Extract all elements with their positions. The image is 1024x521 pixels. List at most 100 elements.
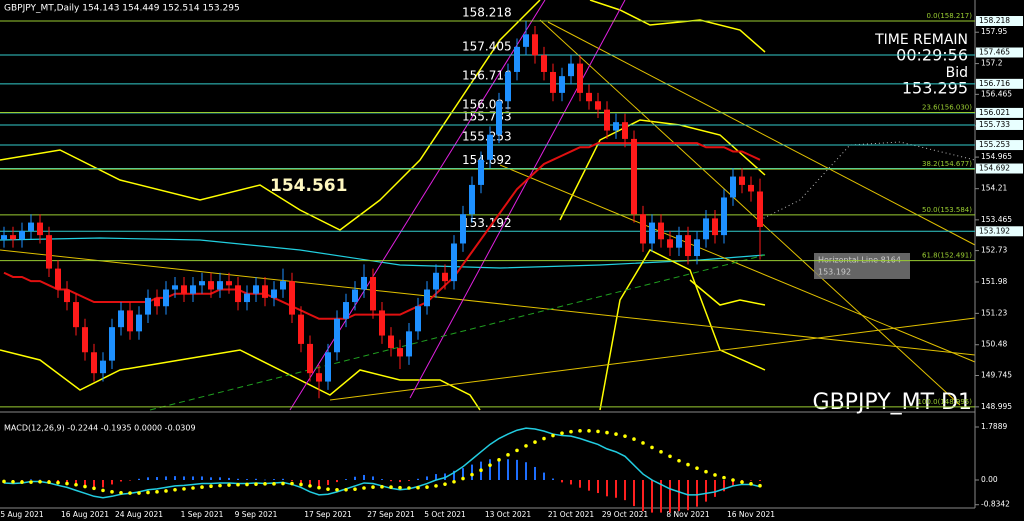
candle-body <box>721 197 727 236</box>
signal-dot <box>443 482 447 486</box>
signal-dot <box>362 486 366 490</box>
histogram-bar <box>327 480 329 486</box>
candle-body <box>559 76 565 93</box>
candle-body <box>757 191 763 227</box>
candle-body <box>316 373 322 382</box>
chart-title: GBPJPY_MT,Daily 154.143 154.449 152.514 … <box>4 4 240 14</box>
channel-line <box>409 0 626 399</box>
histogram-bar <box>363 474 365 480</box>
candle-body <box>604 109 610 131</box>
indicator-lines <box>0 0 976 411</box>
candle-body <box>694 239 700 257</box>
signal-dot <box>254 482 258 486</box>
signal-dot <box>299 482 303 487</box>
y-tick-label: 1.7889 <box>981 422 1007 431</box>
histogram-bar <box>696 480 698 507</box>
candle-body <box>280 281 286 290</box>
level-label: 153.192 <box>462 216 512 230</box>
level-label: 156.716 <box>462 68 512 82</box>
candle-body <box>388 335 394 349</box>
histogram-bar <box>462 468 464 480</box>
signal-dot <box>533 440 537 444</box>
signal-dot <box>758 483 762 488</box>
x-tick-label: 13 Oct 2021 <box>485 510 532 519</box>
signal-dot <box>632 437 636 441</box>
histogram-bar <box>408 480 410 481</box>
level-label: 155.733 <box>462 109 512 123</box>
x-tick-label: 5 Oct 2021 <box>424 510 466 519</box>
histogram-bar <box>192 476 194 480</box>
signal-dot <box>29 480 33 484</box>
upper-band <box>0 0 541 231</box>
signal-dot <box>587 429 591 433</box>
candle-body <box>226 281 232 286</box>
level-tag: 156.716 <box>979 79 1010 88</box>
candle-body <box>190 285 196 294</box>
candle-body <box>145 297 151 315</box>
candle-body <box>550 71 556 93</box>
candle-body <box>676 235 682 248</box>
signal-dot <box>353 487 357 491</box>
level-label: 154.692 <box>462 153 512 167</box>
signal-dot <box>713 473 717 477</box>
signal-dot <box>173 487 177 492</box>
histogram-bar <box>642 480 644 512</box>
histogram-bar <box>426 476 428 480</box>
candle-body <box>163 289 169 307</box>
trend-line <box>329 317 976 401</box>
y-tick-label: 0.00 <box>981 475 998 484</box>
x-tick-label: 21 Oct 2021 <box>548 510 595 519</box>
candle-body <box>289 281 295 315</box>
signal-dot <box>146 490 150 495</box>
signal-dot <box>479 468 483 473</box>
histogram-bar <box>372 476 374 480</box>
signal-dot <box>20 480 24 484</box>
x-tick-label: 5 Aug 2021 <box>0 510 43 519</box>
histogram-bar <box>525 462 527 480</box>
candle-body <box>199 281 205 286</box>
fib-label: 0.0(158.217) <box>926 12 972 20</box>
dashed-trend <box>149 254 766 411</box>
candle-body <box>613 122 619 131</box>
signal-dot <box>605 430 609 435</box>
histogram-bar <box>516 459 518 480</box>
histogram-bar <box>381 479 383 480</box>
candle-body <box>577 63 583 93</box>
histogram-bar <box>534 466 536 480</box>
signal-dot <box>461 476 465 481</box>
signal-dot <box>398 485 402 490</box>
histogram-bar <box>705 480 707 502</box>
histogram-bar <box>633 480 635 507</box>
histogram-bar <box>147 477 149 480</box>
annotation: 154.561 <box>270 176 347 196</box>
candle-body <box>370 276 376 311</box>
signal-dot <box>650 445 654 450</box>
histogram-bar <box>444 473 446 480</box>
signal-dot <box>416 485 420 490</box>
signal-dot <box>371 485 375 489</box>
signal-dot <box>695 466 699 470</box>
candle-body <box>307 343 313 374</box>
histogram-bar <box>291 480 293 481</box>
histogram-bar <box>282 478 284 480</box>
trend-line <box>547 21 976 246</box>
candle-body <box>352 289 358 303</box>
candle-body <box>1 235 7 240</box>
candle-body <box>127 310 133 332</box>
histogram-bar <box>210 477 212 480</box>
fib-label: 100.0(148.995) <box>918 398 973 406</box>
candle-body <box>442 272 448 282</box>
x-tick-label: 27 Sep 2021 <box>367 510 415 519</box>
signal-dot <box>245 482 249 487</box>
watermark: GBPJPY_MT D1 <box>813 390 972 415</box>
candle-body <box>235 285 241 303</box>
signal-dot <box>740 480 744 484</box>
candle-body <box>685 235 691 257</box>
signal-dot <box>524 444 528 448</box>
level-tag: 154.692 <box>979 164 1010 173</box>
level-tag-box <box>976 16 1023 27</box>
candle-body <box>568 63 574 77</box>
histogram-bar <box>246 479 248 480</box>
signal-dot <box>542 436 546 441</box>
histogram-bar <box>30 479 32 480</box>
